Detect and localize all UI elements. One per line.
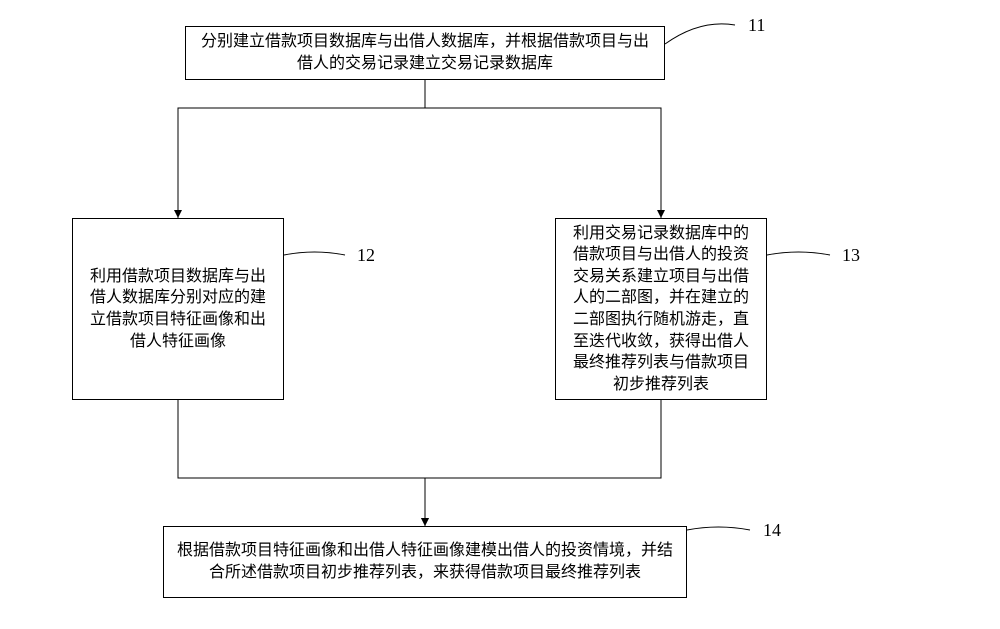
node-14-label: 14	[763, 520, 781, 541]
label-leader	[665, 24, 735, 44]
flowchart-canvas: 分别建立借款项目数据库与出借人数据库，并根据借款项目与出借人的交易记录建立交易记…	[0, 0, 1000, 629]
node-11: 分别建立借款项目数据库与出借人数据库，并根据借款项目与出借人的交易记录建立交易记…	[185, 26, 665, 80]
node-13: 利用交易记录数据库中的借款项目与出借人的投资交易关系建立项目与出借人的二部图，并…	[555, 218, 767, 400]
label-leader	[284, 252, 345, 255]
node-11-text: 分别建立借款项目数据库与出借人数据库，并根据借款项目与出借人的交易记录建立交易记…	[196, 31, 654, 74]
node-14: 根据借款项目特征画像和出借人特征画像建模出借人的投资情境，并结合所述借款项目初步…	[163, 526, 687, 598]
edge	[425, 80, 661, 218]
node-12: 利用借款项目数据库与出借人数据库分别对应的建立借款项目特征画像和出借人特征画像	[72, 218, 284, 400]
label-leader	[687, 527, 750, 530]
node-13-text: 利用交易记录数据库中的借款项目与出借人的投资交易关系建立项目与出借人的二部图，并…	[566, 223, 756, 396]
node-12-text: 利用借款项目数据库与出借人数据库分别对应的建立借款项目特征画像和出借人特征画像	[83, 266, 273, 352]
label-leader	[767, 252, 830, 255]
edge	[425, 400, 661, 526]
node-13-label: 13	[842, 245, 860, 266]
edge	[178, 80, 425, 218]
node-12-label: 12	[357, 245, 375, 266]
edge	[178, 400, 425, 526]
node-14-text: 根据借款项目特征画像和出借人特征画像建模出借人的投资情境，并结合所述借款项目初步…	[174, 540, 676, 583]
node-11-label: 11	[748, 15, 765, 36]
